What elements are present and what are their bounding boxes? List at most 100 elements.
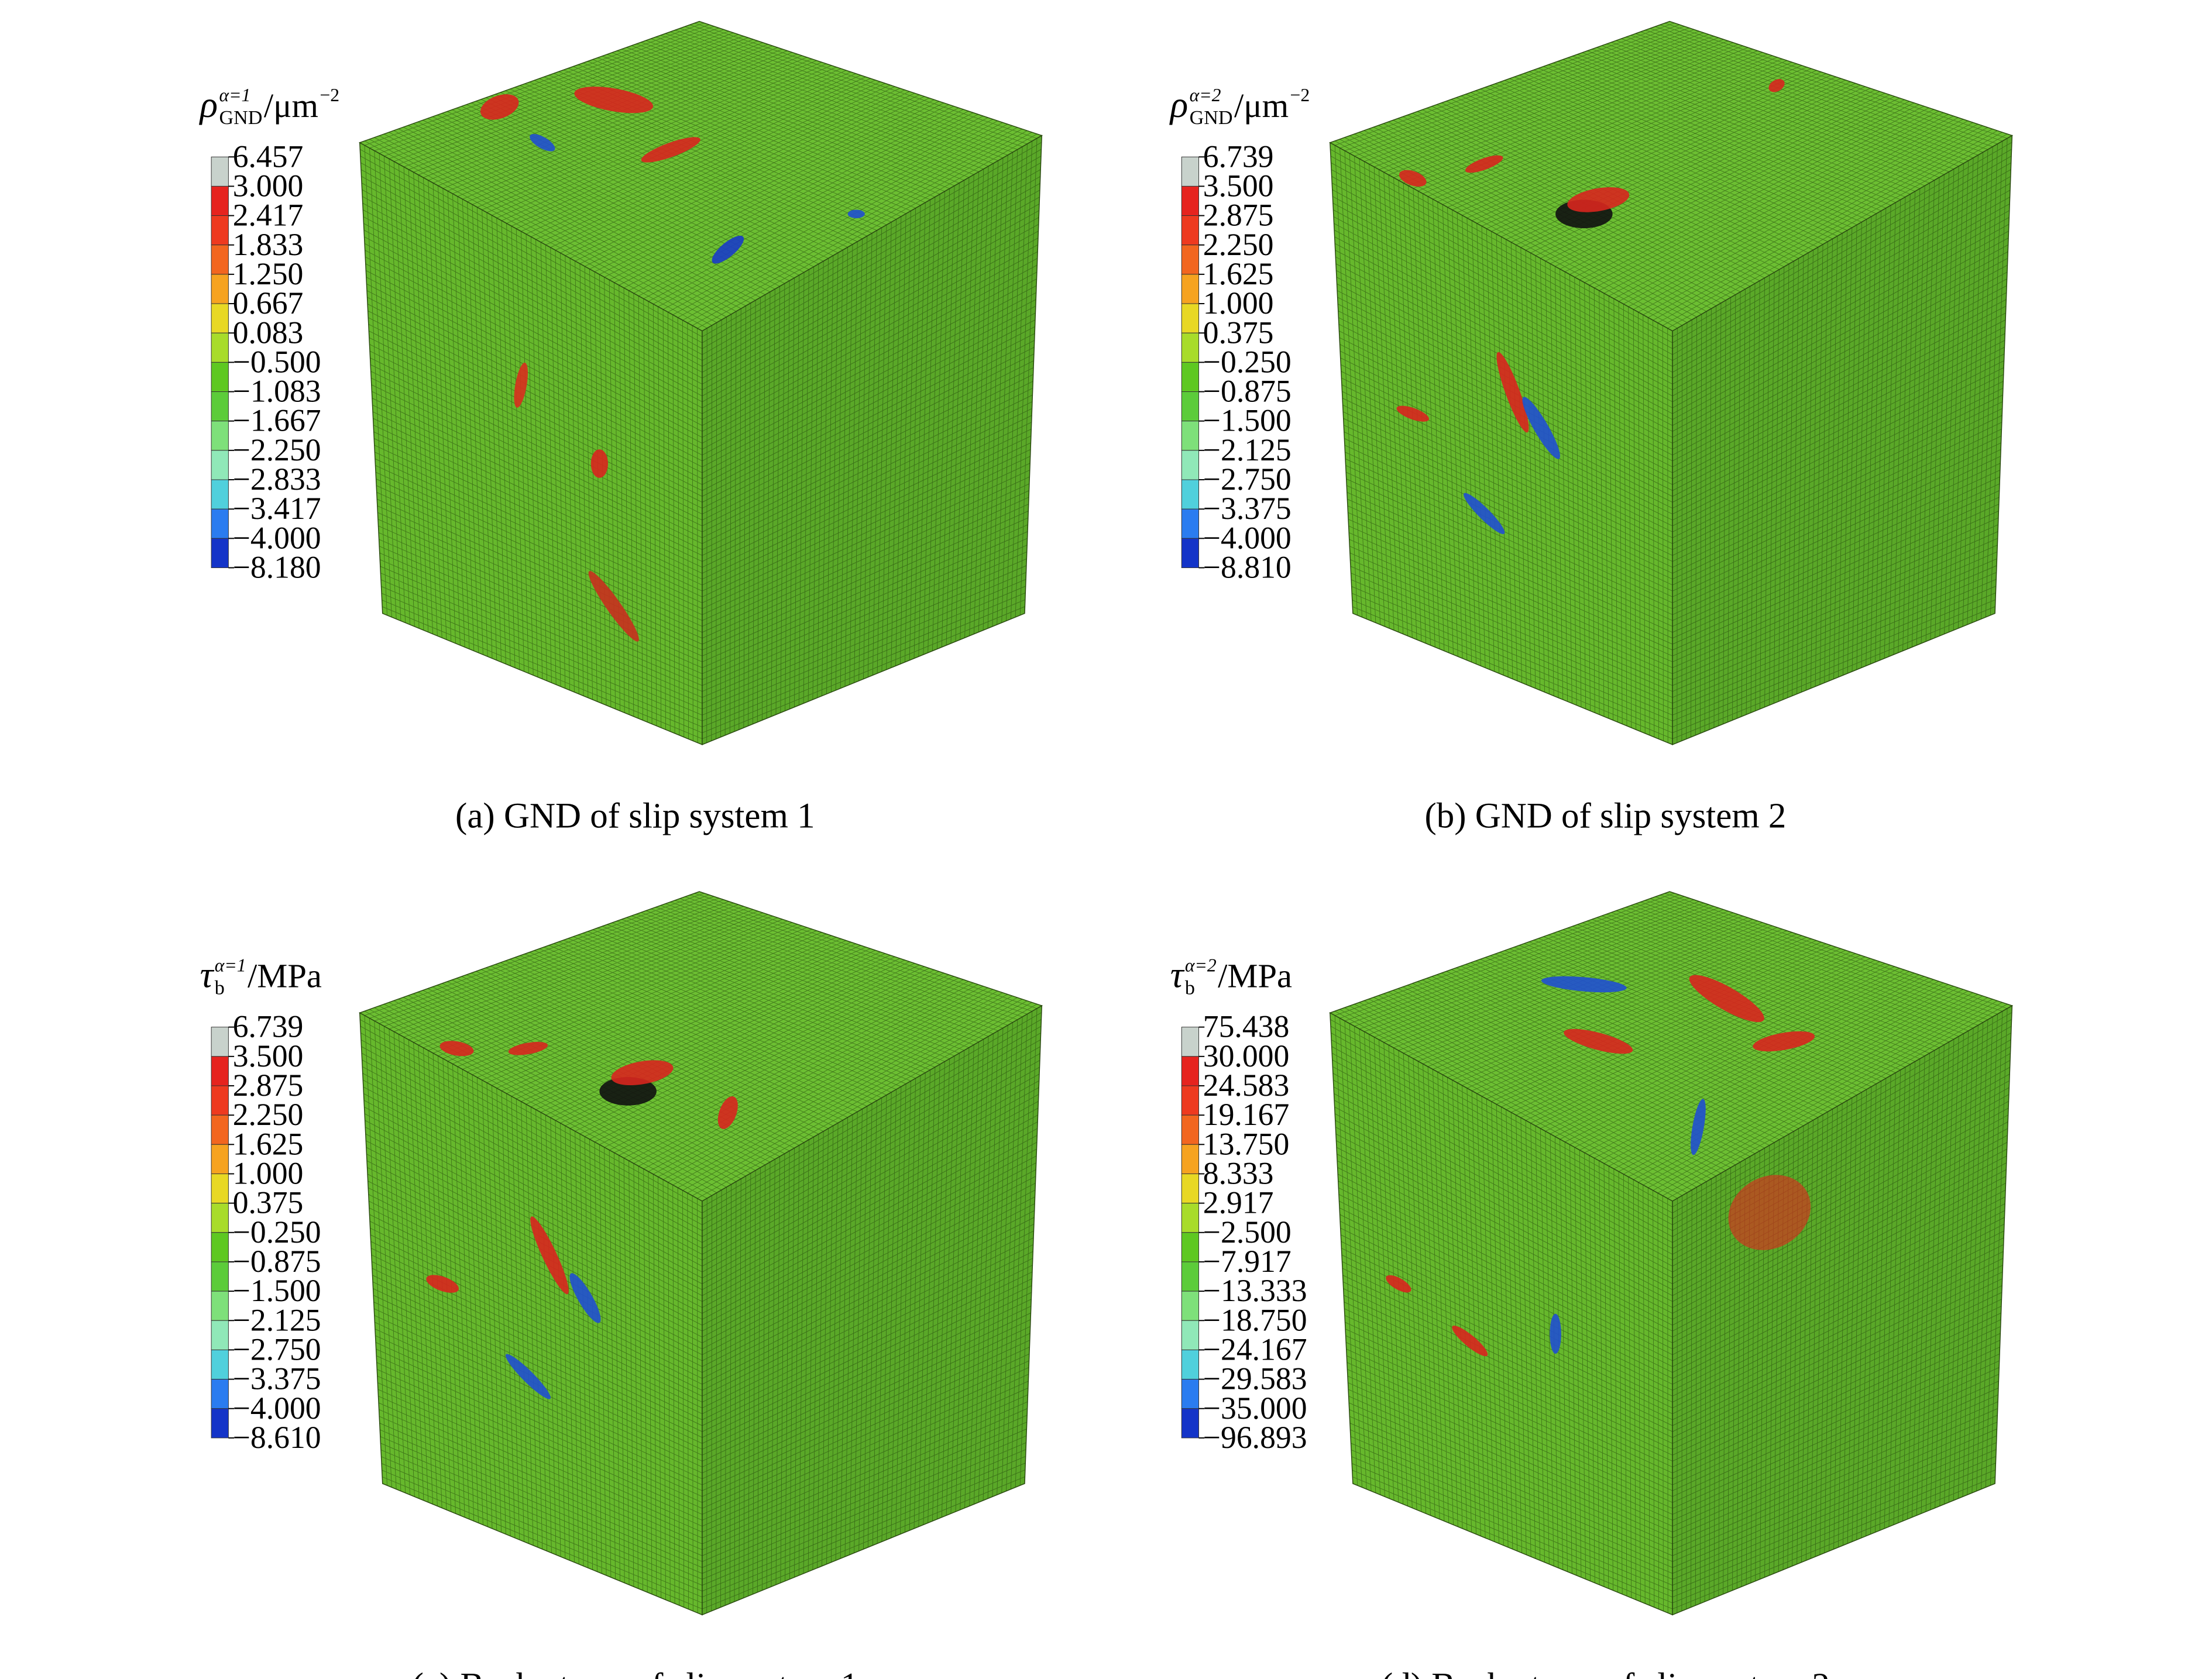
contour-spot: [1386, 1275, 1411, 1293]
cube: [1329, 891, 2014, 1616]
legend-label: −7.917: [1203, 1244, 1292, 1279]
legend-swatch: [1181, 185, 1199, 216]
contour-spot: [847, 209, 865, 219]
contour-spot: [588, 570, 639, 642]
legend-label: −2.125: [233, 1302, 321, 1337]
contour-spot: [1753, 1031, 1815, 1052]
legend-label: −1.667: [233, 403, 321, 438]
legend-label: 1.000: [1203, 285, 1274, 321]
legend-subscript: b: [215, 978, 225, 999]
legend-swatch: [1181, 332, 1199, 363]
legend-label: 2.250: [1203, 227, 1274, 262]
legend-label: 1.250: [233, 256, 304, 291]
legend-swatch: [211, 1144, 229, 1174]
legend-swatch: [211, 421, 229, 451]
contour-spot: [1691, 1099, 1706, 1155]
legend-symbol: τ: [200, 954, 215, 995]
legend-label: −0.250: [1203, 344, 1292, 379]
legend-subscript: GND: [1190, 107, 1233, 129]
contour-spot: [1465, 155, 1503, 173]
legend-swatch: [211, 215, 229, 246]
legend-label: −8.610: [233, 1420, 321, 1455]
legend-swatch: [1181, 303, 1199, 333]
legend-superscript: α=1: [219, 85, 250, 105]
legend-label: −1.083: [233, 374, 321, 409]
legend-swatch: [1181, 1144, 1199, 1174]
legend-swatch: [1181, 1085, 1199, 1116]
panel: 6.7393.5002.8752.2501.6251.0000.375−0.25…: [200, 891, 1043, 1679]
contour-spot: [508, 1041, 548, 1055]
legend-label: 2.917: [1203, 1185, 1274, 1220]
mesh: [702, 1008, 1042, 1613]
legend-swatch: [1181, 1232, 1199, 1262]
legend-label: 6.739: [1203, 139, 1274, 174]
legend-swatch: [211, 274, 229, 304]
legend: 6.7393.5002.8752.2501.6251.0000.375−0.25…: [200, 954, 322, 1455]
contour-spot: [717, 1096, 738, 1129]
legend-swatch: [211, 538, 229, 568]
legend-label: 1.625: [1203, 256, 1274, 291]
legend-swatch: [211, 1056, 229, 1086]
contour-spot: [514, 362, 528, 408]
legend-swatch: [211, 1349, 229, 1380]
legend-swatch: [211, 1320, 229, 1350]
legend-swatch: [211, 1232, 229, 1262]
legend-label: −3.375: [233, 1361, 321, 1396]
legend-label: −0.500: [233, 344, 321, 379]
legend-unit: /μm: [1234, 87, 1289, 125]
cube: [358, 20, 1043, 745]
legend-swatch: [1181, 156, 1199, 187]
legend-label: 0.083: [233, 315, 304, 350]
caption: (d) Back-stress of slip system 2: [1381, 1667, 1830, 1679]
legend-swatch: [211, 332, 229, 363]
legend-swatch: [211, 1408, 229, 1439]
mesh: [359, 145, 703, 743]
legend-label: −2.833: [233, 462, 321, 497]
legend-swatch: [211, 1114, 229, 1145]
legend-swatch: [211, 508, 229, 539]
legend: 75.43830.00024.58319.16713.7508.3332.917…: [1170, 954, 1307, 1455]
contour-spot: [426, 1275, 459, 1293]
legend-label: −8.810: [1203, 550, 1292, 585]
legend-swatch: [1181, 538, 1199, 568]
cube: [1329, 20, 2014, 745]
legend-swatch: [1181, 1203, 1199, 1233]
legend-swatch: [1181, 1349, 1199, 1380]
contour-spot: [1689, 975, 1764, 1023]
legend-label: −13.333: [1203, 1273, 1307, 1308]
contour-spot: [574, 87, 654, 113]
legend-label: 3.500: [233, 1038, 304, 1074]
legend-label: 3.500: [1203, 168, 1274, 203]
legend-label: −1.500: [233, 1273, 321, 1308]
legend-swatch: [1181, 1027, 1199, 1057]
legend: 6.7393.5002.8752.2501.6251.0000.375−0.25…: [1169, 84, 1310, 585]
legend-label: 6.457: [233, 139, 304, 174]
contour-spot: [1567, 187, 1630, 212]
legend-swatch: [211, 303, 229, 333]
contour-spot: [1768, 79, 1785, 92]
contour-spot: [530, 134, 555, 152]
mesh: [364, 893, 1038, 1199]
legend-swatch: [1181, 1261, 1199, 1292]
legend-label: −0.875: [1203, 374, 1292, 409]
legend-swatch: [211, 1085, 229, 1116]
contour-spot: [1396, 405, 1429, 422]
legend-swatch: [1181, 391, 1199, 422]
contour-spot: [480, 94, 519, 120]
legend-unit: /MPa: [1218, 957, 1292, 995]
caption: (c) Back-stress of slip system 1: [412, 1667, 858, 1679]
legend-swatch: [211, 1203, 229, 1233]
legend-label: −8.180: [233, 550, 321, 585]
contour-spot: [641, 137, 700, 163]
contour-spot: [1550, 1313, 1561, 1354]
contour-spot: [1541, 976, 1627, 993]
mesh: [1672, 138, 2012, 743]
mesh: [1672, 1008, 2012, 1613]
legend-subscript: b: [1185, 978, 1195, 999]
legend-label: 3.000: [233, 168, 304, 203]
caption: (b) GND of slip system 2: [1424, 796, 1786, 835]
legend-label: −2.250: [233, 432, 321, 467]
legend-label: −3.417: [233, 491, 321, 526]
legend-swatch: [211, 1173, 229, 1204]
